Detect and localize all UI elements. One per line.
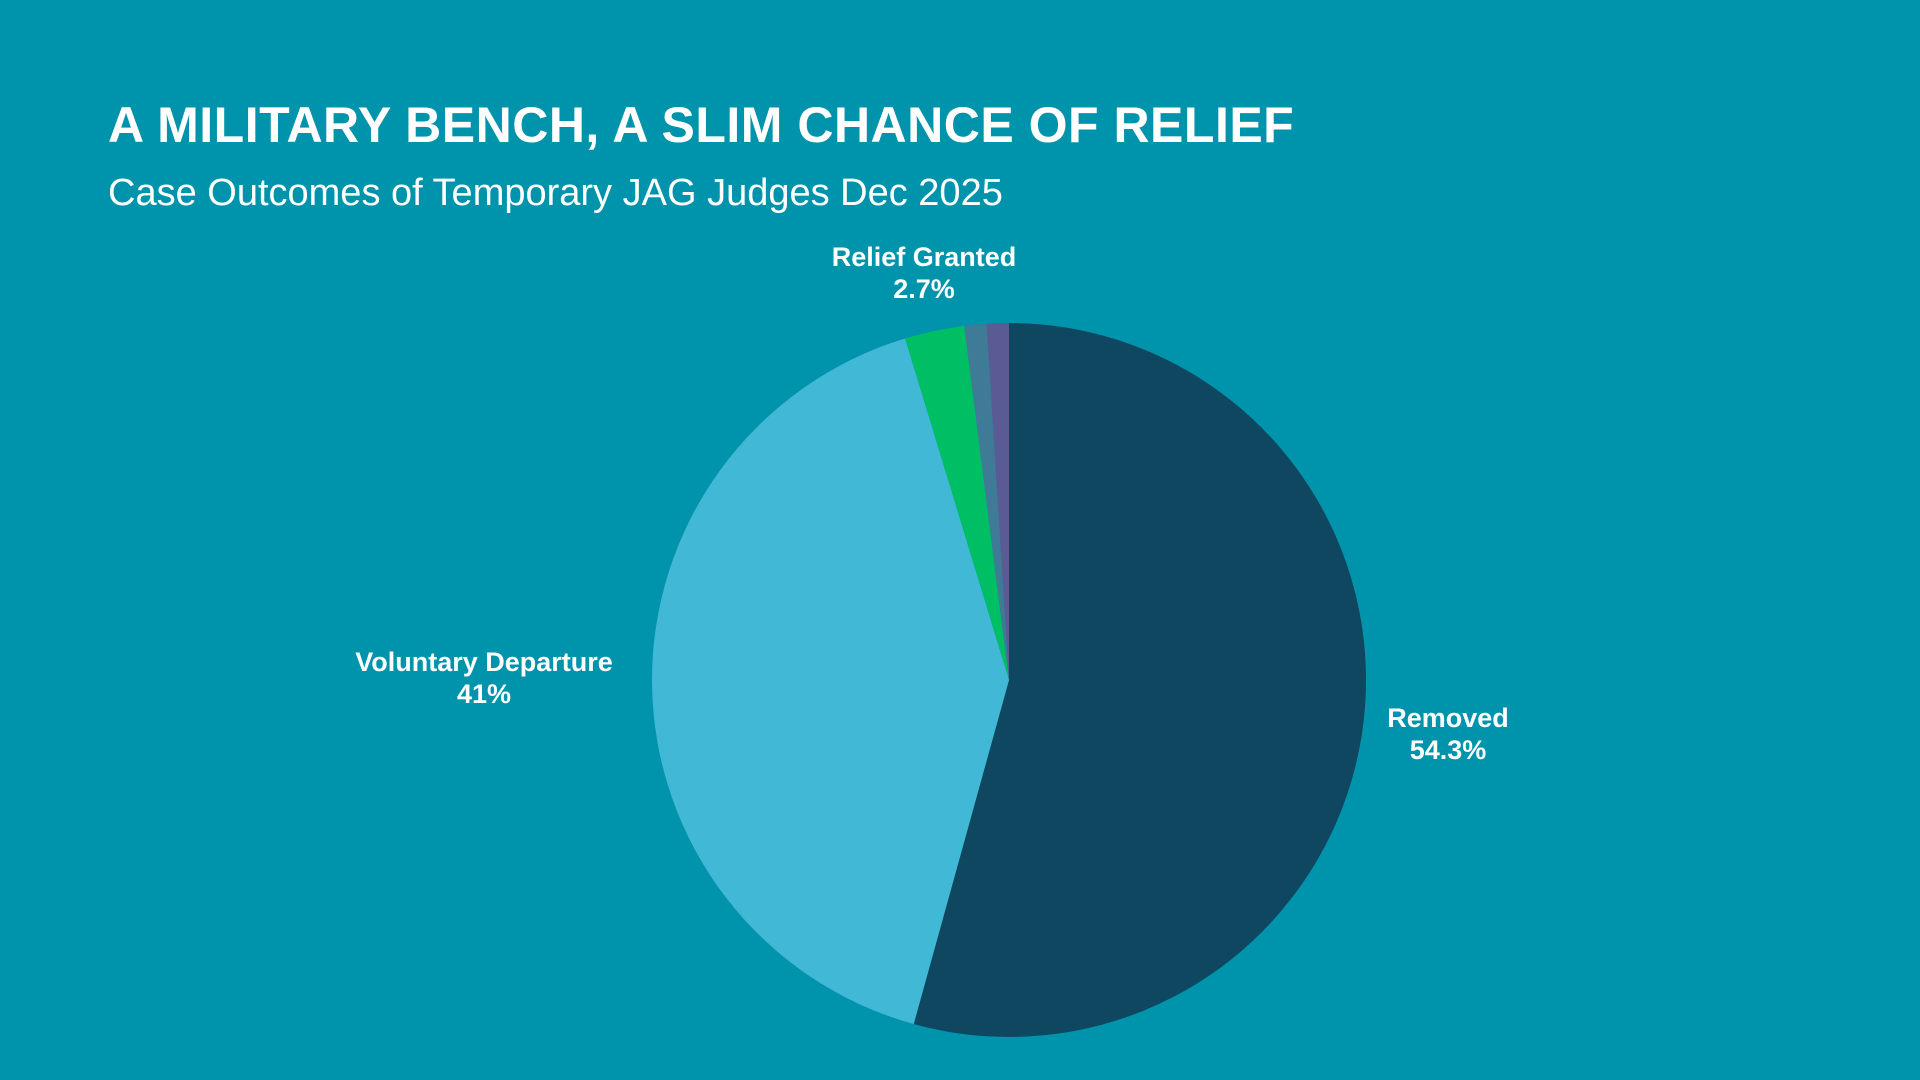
pie-slice-other-4 xyxy=(986,323,1009,680)
slice-value-voluntary-departure: 41% xyxy=(457,679,511,709)
slice-label-relief-granted: Relief Granted xyxy=(832,242,1017,272)
pie-slice-relief-granted xyxy=(905,325,1009,680)
chart-subtitle: Case Outcomes of Temporary JAG Judges De… xyxy=(108,172,1003,214)
slice-label-voluntary-departure: Voluntary Departure xyxy=(355,647,613,677)
chart-title: A MILITARY BENCH, A SLIM CHANCE OF RELIE… xyxy=(108,97,1295,153)
slice-value-removed: 54.3% xyxy=(1410,735,1487,765)
pie-slice-voluntary-departure xyxy=(652,338,1009,1025)
pie-slice-removed xyxy=(913,323,1367,1037)
slice-label-removed: Removed xyxy=(1387,703,1509,733)
slice-value-relief-granted: 2.7% xyxy=(893,274,955,304)
pie-slice-other-3 xyxy=(964,323,1009,680)
